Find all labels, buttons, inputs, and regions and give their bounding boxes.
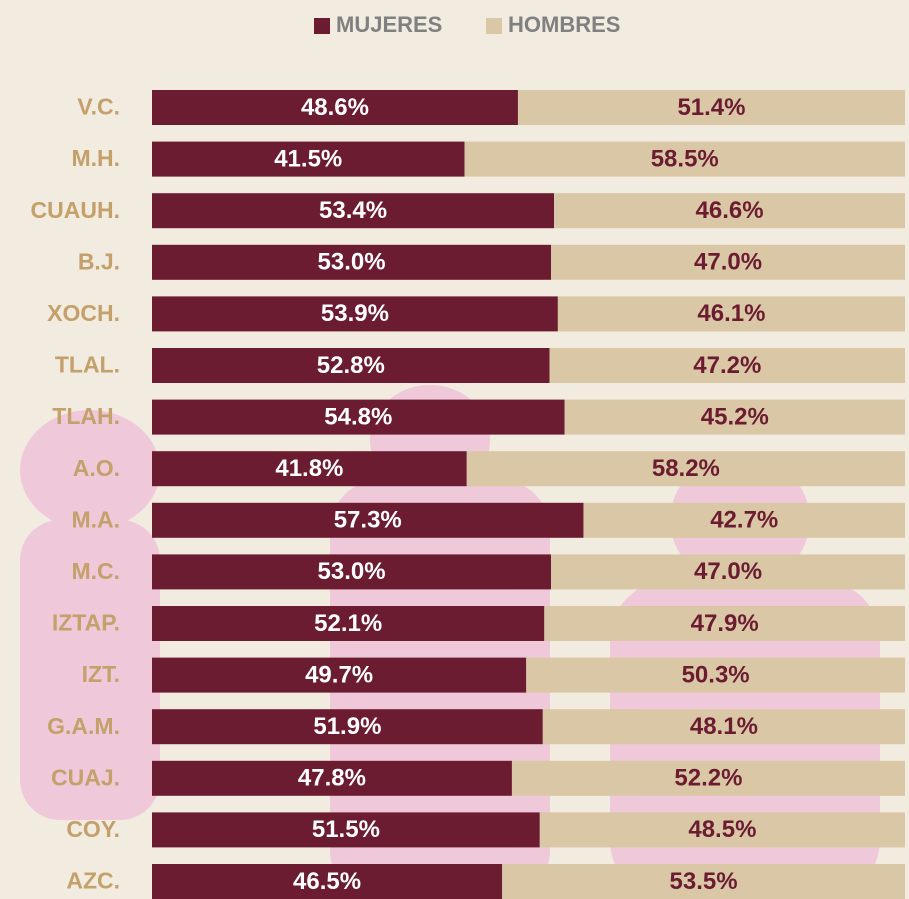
legend-swatch	[314, 18, 330, 34]
y-tick-label: B.J.	[78, 248, 120, 274]
data-label: 46.6%	[696, 197, 764, 224]
data-label: 51.5%	[312, 816, 380, 843]
data-label: 53.0%	[318, 249, 386, 276]
data-label: 42.7%	[710, 507, 778, 534]
data-label: 48.5%	[688, 816, 756, 843]
y-tick-label: M.C.	[71, 558, 120, 584]
y-tick-label: CUAUH.	[31, 197, 120, 223]
data-label: 52.1%	[314, 610, 382, 637]
data-label: 46.5%	[293, 868, 361, 895]
data-label: 52.2%	[674, 765, 742, 792]
data-label: 51.4%	[677, 94, 745, 121]
data-label: 49.7%	[305, 661, 373, 688]
y-tick-label: A.O.	[73, 455, 120, 481]
data-label: 53.0%	[318, 558, 386, 585]
y-tick-label: TLAL.	[55, 352, 120, 378]
data-label: 41.5%	[274, 145, 342, 172]
data-label: 54.8%	[324, 403, 392, 430]
chart: MUJERES HOMBRES V.C. 48.6% 51.4% M.H. 41.5% 58.…	[0, 0, 909, 899]
legend-label: HOMBRES	[508, 12, 620, 37]
y-tick-label: AZC.	[66, 868, 120, 894]
data-label: 48.1%	[690, 713, 758, 740]
y-tick-label: V.C.	[77, 94, 120, 120]
y-tick-label: G.A.M.	[47, 713, 120, 739]
data-label: 53.5%	[670, 868, 738, 895]
y-tick-label: IZTAP.	[52, 610, 120, 636]
data-label: 51.9%	[313, 713, 381, 740]
legend-label: MUJERES	[336, 12, 442, 37]
data-label: 53.4%	[319, 197, 387, 224]
y-tick-label: XOCH.	[47, 300, 120, 326]
y-tick-label: TLAH.	[52, 403, 120, 429]
data-label: 47.8%	[298, 765, 366, 792]
data-label: 47.0%	[694, 249, 762, 276]
data-label: 45.2%	[701, 403, 769, 430]
data-label: 58.2%	[652, 455, 720, 482]
data-label: 46.1%	[697, 300, 765, 327]
data-label: 53.9%	[321, 300, 389, 327]
data-label: 50.3%	[682, 661, 750, 688]
y-tick-label: M.A.	[71, 506, 120, 532]
data-label: 47.0%	[694, 558, 762, 585]
y-tick-label: M.H.	[71, 145, 120, 171]
data-label: 47.2%	[693, 352, 761, 379]
data-label: 52.8%	[317, 352, 385, 379]
data-label: 47.9%	[691, 610, 759, 637]
y-tick-label: CUAJ.	[51, 764, 120, 790]
y-tick-label: IZT.	[82, 661, 120, 687]
data-label: 57.3%	[334, 507, 402, 534]
legend-swatch	[486, 18, 502, 34]
data-label: 58.5%	[651, 145, 719, 172]
data-label: 48.6%	[301, 94, 369, 121]
data-label: 41.8%	[275, 455, 343, 482]
y-tick-label: COY.	[66, 816, 120, 842]
